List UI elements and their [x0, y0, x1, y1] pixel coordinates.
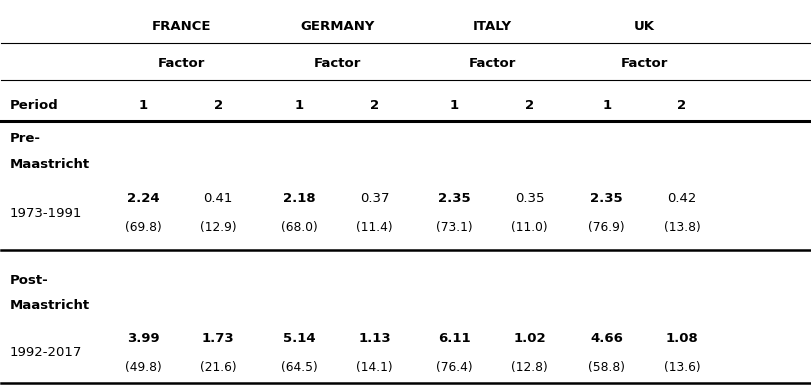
Text: Post-: Post- — [10, 274, 48, 287]
Text: 2: 2 — [370, 99, 379, 112]
Text: (64.5): (64.5) — [281, 361, 317, 374]
Text: Factor: Factor — [313, 57, 360, 70]
Text: 3.99: 3.99 — [127, 332, 159, 345]
Text: 0.35: 0.35 — [514, 192, 544, 206]
Text: (13.8): (13.8) — [663, 222, 699, 234]
Text: Factor: Factor — [468, 57, 516, 70]
Text: 5.14: 5.14 — [282, 332, 315, 345]
Text: 0.37: 0.37 — [359, 192, 388, 206]
Text: 1: 1 — [602, 99, 611, 112]
Text: ITALY: ITALY — [473, 20, 512, 33]
Text: 1: 1 — [138, 99, 148, 112]
Text: (11.0): (11.0) — [511, 222, 547, 234]
Text: (76.9): (76.9) — [588, 222, 624, 234]
Text: (73.1): (73.1) — [436, 222, 472, 234]
Text: (58.8): (58.8) — [587, 361, 624, 374]
Text: 1: 1 — [294, 99, 303, 112]
Text: Pre-: Pre- — [10, 132, 41, 145]
Text: 1: 1 — [449, 99, 458, 112]
Text: 2.35: 2.35 — [438, 192, 470, 206]
Text: Factor: Factor — [620, 57, 667, 70]
Text: 0.42: 0.42 — [667, 192, 696, 206]
Text: Maastricht: Maastricht — [10, 158, 89, 170]
Text: 1.02: 1.02 — [513, 332, 546, 345]
Text: Period: Period — [10, 99, 58, 112]
Text: (68.0): (68.0) — [281, 222, 317, 234]
Text: (21.6): (21.6) — [200, 361, 236, 374]
Text: 2.18: 2.18 — [282, 192, 315, 206]
Text: 2: 2 — [676, 99, 685, 112]
Text: (11.4): (11.4) — [356, 222, 393, 234]
Text: Maastricht: Maastricht — [10, 299, 89, 312]
Text: 1.13: 1.13 — [358, 332, 390, 345]
Text: (12.8): (12.8) — [511, 361, 547, 374]
Text: 1992-2017: 1992-2017 — [10, 346, 82, 359]
Text: (12.9): (12.9) — [200, 222, 236, 234]
Text: 2: 2 — [525, 99, 534, 112]
Text: FRANCE: FRANCE — [151, 20, 211, 33]
Text: Factor: Factor — [157, 57, 204, 70]
Text: 6.11: 6.11 — [438, 332, 470, 345]
Text: 0.41: 0.41 — [204, 192, 233, 206]
Text: UK: UK — [633, 20, 654, 33]
Text: 1973-1991: 1973-1991 — [10, 207, 82, 220]
Text: 4.66: 4.66 — [590, 332, 622, 345]
Text: (69.8): (69.8) — [124, 222, 161, 234]
Text: (49.8): (49.8) — [124, 361, 161, 374]
Text: 1.08: 1.08 — [665, 332, 697, 345]
Text: 1.73: 1.73 — [202, 332, 234, 345]
Text: 2.35: 2.35 — [590, 192, 622, 206]
Text: 2: 2 — [213, 99, 222, 112]
Text: (76.4): (76.4) — [436, 361, 472, 374]
Text: GERMANY: GERMANY — [299, 20, 374, 33]
Text: 2.24: 2.24 — [127, 192, 159, 206]
Text: (14.1): (14.1) — [356, 361, 393, 374]
Text: (13.6): (13.6) — [663, 361, 699, 374]
